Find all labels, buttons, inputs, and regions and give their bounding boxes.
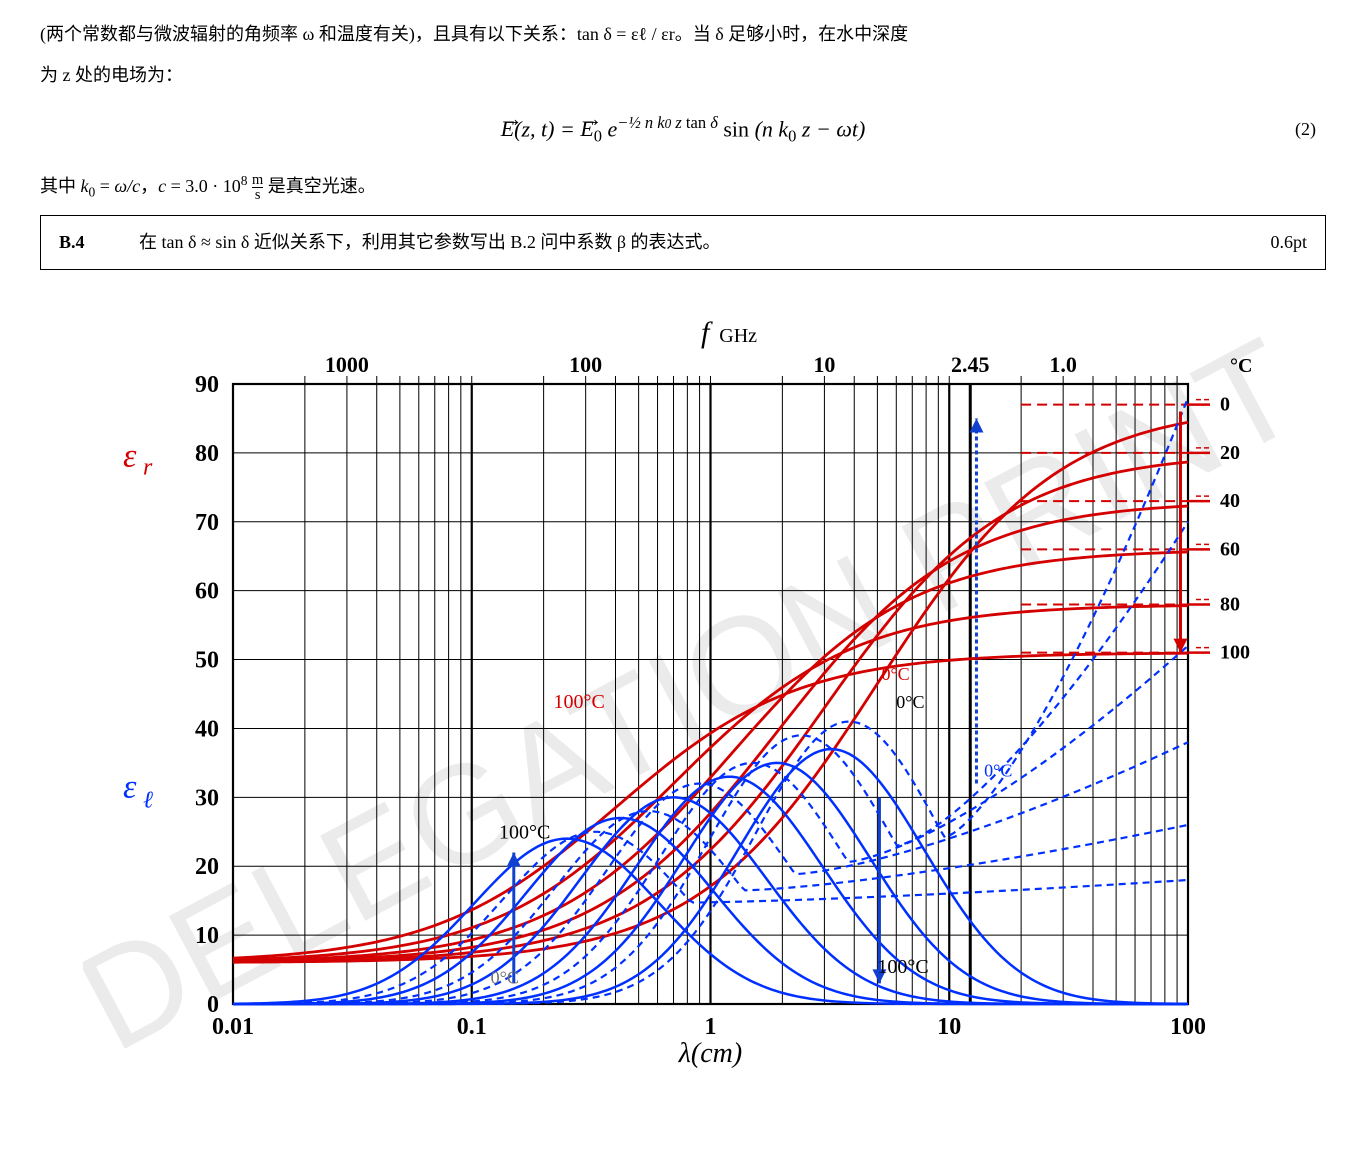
svg-text:40: 40: [195, 716, 219, 742]
svg-text:1: 1: [705, 1014, 717, 1040]
svg-text:ε: ε: [123, 768, 137, 805]
svg-text:40: 40: [1220, 490, 1240, 512]
equation-2: E→(z, t) = E→0 e−½ n k0 z tan δ sin (n k…: [40, 110, 1326, 150]
svg-text:0: 0: [1220, 393, 1230, 415]
svg-text:2.45: 2.45: [951, 352, 990, 377]
svg-text:20: 20: [1220, 442, 1240, 464]
svg-text:1000: 1000: [325, 352, 369, 377]
svg-text:0°C: 0°C: [491, 967, 519, 987]
equation-math: E→(z, t) = E→0 e−½ n k0 z tan δ sin (n k…: [501, 110, 866, 150]
chart-svg: DELEGATION PRINT01020304050607080900.010…: [83, 294, 1283, 1074]
intro-line-2: 为 z 处的电场为：: [40, 61, 1326, 90]
svg-text:70: 70: [195, 509, 219, 535]
svg-text:10: 10: [813, 352, 835, 377]
svg-text:100°C: 100°C: [554, 690, 605, 712]
svg-text:60: 60: [1220, 538, 1240, 560]
svg-text:80: 80: [195, 441, 219, 467]
svg-text:ε: ε: [123, 437, 137, 474]
dielectric-chart: DELEGATION PRINT01020304050607080900.010…: [83, 294, 1283, 1074]
svg-text:1.0: 1.0: [1049, 352, 1077, 377]
svg-text:30: 30: [195, 785, 219, 811]
post-equation: 其中 k0 = ω/c，c = 3.0 · 108 ms 是真空光速。: [40, 170, 1326, 203]
svg-text:λ(cm): λ(cm): [678, 1038, 742, 1069]
svg-text:20: 20: [195, 854, 219, 880]
svg-text:10: 10: [937, 1014, 961, 1040]
intro-text-2: 为 z 处的电场为：: [40, 65, 183, 85]
intro-line-1: (两个常数都与微波辐射的角频率 ω 和温度有关)，且具有以下关系：tan δ =…: [40, 20, 1326, 49]
intro-text-1: (两个常数都与微波辐射的角频率 ω 和温度有关)，且具有以下关系：tan δ =…: [40, 24, 908, 44]
svg-text:10: 10: [195, 923, 219, 949]
svg-text:100: 100: [569, 352, 602, 377]
question-box-b4: B.4 在 tan δ ≈ sin δ 近似关系下，利用其它参数写出 B.2 问…: [40, 215, 1326, 270]
svg-text:0°C: 0°C: [896, 691, 924, 711]
question-points: 0.6pt: [1227, 228, 1307, 257]
svg-text:fGHz: fGHz: [701, 316, 757, 349]
svg-text:100: 100: [1220, 641, 1250, 663]
svg-text:0.1: 0.1: [457, 1014, 487, 1040]
svg-text:60: 60: [195, 578, 219, 604]
svg-text:100: 100: [1170, 1014, 1206, 1040]
equation-number: (2): [1295, 115, 1316, 144]
svg-text:0°C: 0°C: [881, 664, 909, 684]
question-text: 在 tan δ ≈ sin δ 近似关系下，利用其它参数写出 B.2 问中系数 …: [139, 228, 1227, 257]
svg-text:80: 80: [1220, 593, 1240, 615]
svg-text:r: r: [143, 454, 153, 480]
svg-text:0°C: 0°C: [984, 760, 1012, 780]
svg-text:°C: °C: [1230, 355, 1252, 377]
svg-text:50: 50: [195, 647, 219, 673]
svg-text:100°C: 100°C: [877, 956, 928, 978]
question-number: B.4: [59, 228, 139, 257]
svg-text:ℓ: ℓ: [143, 787, 153, 813]
svg-text:0.01: 0.01: [212, 1014, 254, 1040]
svg-text:100°C: 100°C: [499, 821, 550, 843]
svg-text:90: 90: [195, 372, 219, 398]
